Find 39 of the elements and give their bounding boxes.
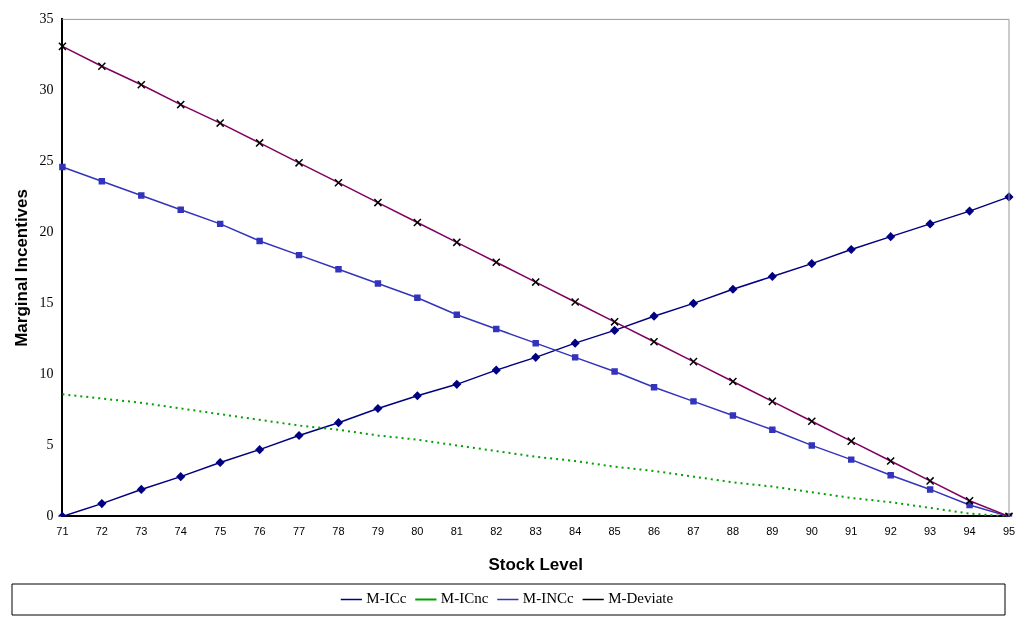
x-tick-label: 86	[647, 525, 661, 538]
x-tick-label: 83	[529, 525, 542, 538]
x-tick-label: 85	[608, 525, 621, 538]
legend-label: M-ICc	[366, 590, 407, 607]
x-tick-label: 79	[371, 525, 385, 538]
y-tick-label: 20	[39, 224, 54, 240]
y-tick-label: 5	[46, 437, 54, 453]
x-tick-label: 72	[95, 525, 108, 538]
x-tick-label: 80	[411, 525, 424, 538]
y-axis-title: Marginal Incentives	[11, 189, 31, 347]
x-tick-label: 89	[766, 525, 779, 538]
x-tick-label: 91	[845, 525, 858, 538]
x-tick-label: 92	[884, 525, 897, 538]
x-tick-label: 87	[687, 525, 700, 538]
legend-label: M-INCc	[522, 590, 575, 607]
y-tick-label: 25	[39, 153, 54, 169]
x-tick-label: 84	[569, 525, 582, 538]
x-axis-title: Stock Level	[488, 555, 583, 575]
x-tick-label: 94	[963, 525, 976, 538]
x-tick-label: 81	[450, 525, 463, 538]
legend-label: M-ICnc	[440, 590, 489, 607]
y-tick-label: 35	[39, 11, 54, 27]
y-tick-label: 15	[39, 295, 54, 311]
x-tick-label: 90	[805, 525, 818, 538]
y-tick-label: 10	[39, 366, 54, 382]
legend-label: M-Deviate	[608, 590, 674, 607]
y-tick-label: 0	[46, 508, 54, 524]
x-tick-label: 76	[253, 525, 266, 538]
x-tick-label: 82	[490, 525, 503, 538]
x-tick-label: 93	[923, 525, 937, 538]
x-tick-label: 78	[332, 525, 345, 538]
y-tick-label: 30	[39, 82, 54, 98]
x-tick-label: 71	[56, 525, 69, 538]
x-tick-label: 77	[292, 525, 306, 538]
x-tick-label: 74	[174, 525, 187, 538]
x-tick-label: 95	[1002, 525, 1016, 538]
x-tick-label: 73	[135, 525, 148, 538]
x-tick-label: 88	[726, 525, 740, 538]
x-tick-label: 75	[214, 525, 227, 538]
